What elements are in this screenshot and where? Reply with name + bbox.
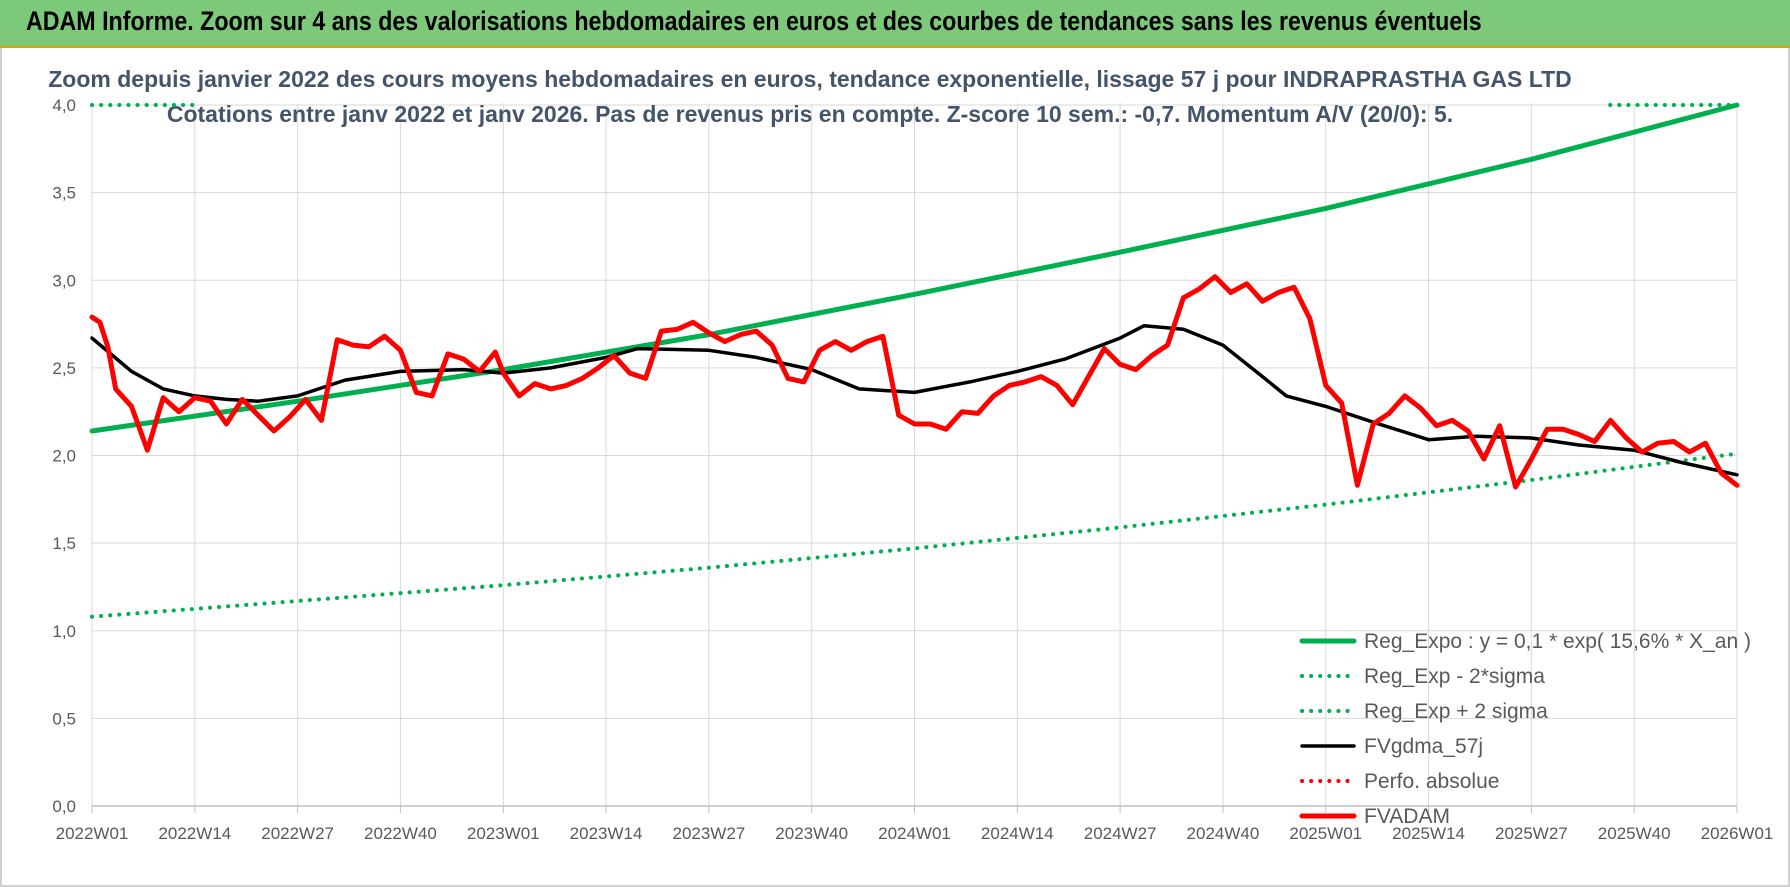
y-tick-label: 2,0: [52, 447, 76, 466]
y-tick-label: 0,0: [52, 797, 76, 816]
x-tick-label: 2025W14: [1392, 824, 1465, 843]
x-tick-label: 2022W14: [158, 824, 231, 843]
x-tick-label: 2023W27: [672, 824, 745, 843]
legend-label: Reg_Expo : y = 0,1 * exp( 15,6% * X_an ): [1364, 630, 1751, 653]
chart-subtitle: Cotations entre janv 2022 et janv 2026. …: [167, 101, 1453, 127]
x-tick-label: 2024W01: [878, 824, 951, 843]
x-tick-label: 2024W40: [1187, 824, 1260, 843]
legend-label: FVADAM: [1364, 805, 1450, 828]
y-tick-label: 2,5: [52, 359, 76, 378]
x-tick-label: 2023W14: [570, 824, 643, 843]
line-chart: Zoom depuis janvier 2022 des cours moyen…: [48, 66, 1774, 843]
legend-label: Reg_Exp + 2 sigma: [1364, 700, 1548, 723]
y-axis-ticks: 0,0 0,5 1,0 1,5 2,0 2,5 3,0 3,5 4,0: [52, 96, 76, 816]
x-tick-label: 2022W01: [56, 824, 129, 843]
legend-label: Reg_Exp - 2*sigma: [1364, 665, 1545, 688]
x-tick-label: 2023W01: [467, 824, 540, 843]
x-tick-label: 2026W01: [1701, 824, 1774, 843]
series-line-0: [89, 102, 1740, 434]
header-banner: ADAM Informe. Zoom sur 4 ans des valoris…: [0, 0, 1790, 48]
chart-legend: Reg_Expo : y = 0,1 * exp( 15,6% * X_an )…: [1299, 630, 1751, 828]
x-tick-label: 2024W27: [1084, 824, 1157, 843]
y-tick-label: 3,0: [52, 271, 76, 290]
x-tick-label: 2025W01: [1289, 824, 1362, 843]
y-tick-label: 1,0: [52, 622, 76, 641]
y-tick-label: 1,5: [52, 534, 76, 553]
chart-frame: Zoom depuis janvier 2022 des cours moyen…: [0, 48, 1790, 887]
x-tick-label: 2022W40: [364, 824, 437, 843]
series-line-1: [90, 451, 1739, 619]
x-tick-label: 2025W27: [1495, 824, 1568, 843]
x-tick-label: 2023W40: [775, 824, 848, 843]
x-tick-label: 2025W40: [1598, 824, 1671, 843]
chart-grid: [91, 103, 1738, 813]
legend-label: Perfo. absolue: [1364, 770, 1499, 793]
chart-series: [89, 102, 1740, 619]
x-tick-label: 2024W14: [981, 824, 1054, 843]
y-tick-label: 4,0: [52, 96, 76, 115]
chart-title: Zoom depuis janvier 2022 des cours moyen…: [48, 66, 1572, 92]
series-line-5: [89, 274, 1740, 490]
page-title: ADAM Informe. Zoom sur 4 ans des valoris…: [26, 6, 1482, 36]
series-line-3: [90, 324, 1739, 477]
x-axis-ticks: 2022W01 2022W14 2022W27 2022W40 2023W01 2023W…: [56, 824, 1774, 843]
legend-label: FVgdma_57j: [1364, 735, 1483, 758]
x-tick-label: 2022W27: [261, 824, 334, 843]
y-tick-label: 0,5: [52, 709, 76, 728]
y-tick-label: 3,5: [52, 184, 76, 203]
